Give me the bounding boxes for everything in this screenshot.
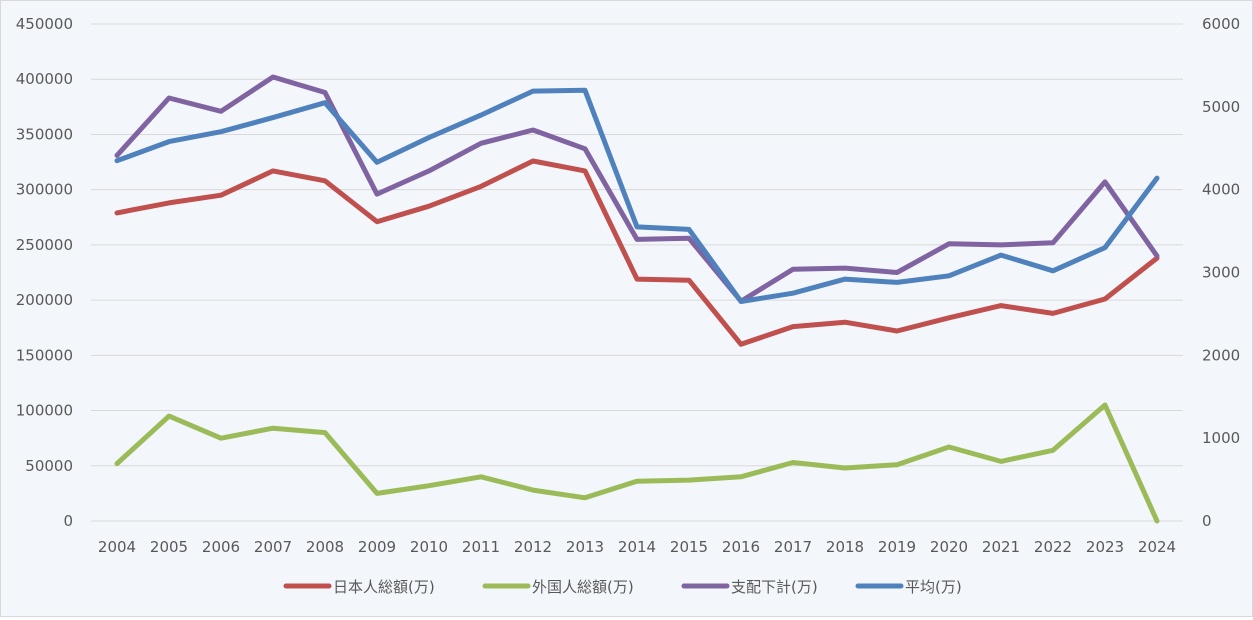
right-y-axis: 0 1000 2000 3000 4000 5000 6000 [1202, 15, 1240, 530]
x-tick-label: 2008 [306, 538, 344, 556]
right-tick-label: 4000 [1202, 181, 1240, 199]
x-tick-label: 2012 [514, 538, 552, 556]
right-tick-label: 6000 [1202, 15, 1240, 33]
right-tick-label: 1000 [1202, 429, 1240, 447]
x-tick-label: 2024 [1138, 538, 1176, 556]
x-tick-label: 2018 [826, 538, 864, 556]
left-tick-label: 400000 [16, 70, 73, 88]
x-tick-label: 2011 [462, 538, 500, 556]
x-tick-label: 2007 [254, 538, 292, 556]
legend: 日本人総額(万) 外国人総額(万) 支配下計(万) 平均(万) [283, 578, 962, 596]
series-line-0 [114, 158, 1160, 347]
legend-label: 支配下計(万) [731, 578, 818, 596]
left-tick-label: 300000 [16, 181, 73, 199]
right-tick-label: 5000 [1202, 98, 1240, 116]
x-tick-label: 2021 [982, 538, 1020, 556]
x-tick-label: 2010 [410, 538, 448, 556]
x-tick-label: 2022 [1034, 538, 1072, 556]
x-tick-label: 2019 [878, 538, 916, 556]
x-tick-label: 2023 [1086, 538, 1124, 556]
left-tick-label: 200000 [16, 291, 73, 309]
left-y-axis: 0 50000 100000 150000 200000 250000 300000 3500… [16, 15, 73, 530]
left-tick-label: 450000 [16, 15, 73, 33]
left-tick-label: 250000 [16, 236, 73, 254]
series-lines [114, 74, 1160, 524]
legend-label: 平均(万) [905, 578, 962, 596]
left-tick-label: 50000 [25, 457, 73, 475]
right-tick-label: 2000 [1202, 346, 1240, 364]
series-line-3 [114, 87, 1160, 304]
x-tick-label: 2017 [774, 538, 812, 556]
x-tick-label: 2013 [566, 538, 604, 556]
x-tick-label: 2004 [98, 538, 136, 556]
x-tick-label: 2006 [202, 538, 240, 556]
left-tick-label: 100000 [16, 402, 73, 420]
x-tick-label: 2015 [670, 538, 708, 556]
right-tick-label: 0 [1202, 512, 1212, 530]
series-line-1 [114, 402, 1160, 524]
x-tick-label: 2016 [722, 538, 760, 556]
series-line-2 [114, 74, 1160, 304]
left-tick-label: 150000 [16, 346, 73, 364]
left-tick-label: 0 [63, 512, 73, 530]
x-tick-label: 2009 [358, 538, 396, 556]
left-tick-label: 350000 [16, 125, 73, 143]
x-tick-label: 2014 [618, 538, 656, 556]
x-tick-label: 2005 [150, 538, 188, 556]
legend-label: 外国人総額(万) [532, 578, 634, 596]
x-axis: 2004 2005 2006 2007 2008 2009 2010 2011 2012 2013… [98, 538, 1176, 556]
legend-label: 日本人総額(万) [333, 578, 435, 596]
gridlines [91, 23, 1183, 522]
x-tick-label: 2020 [930, 538, 968, 556]
right-tick-label: 3000 [1202, 264, 1240, 282]
